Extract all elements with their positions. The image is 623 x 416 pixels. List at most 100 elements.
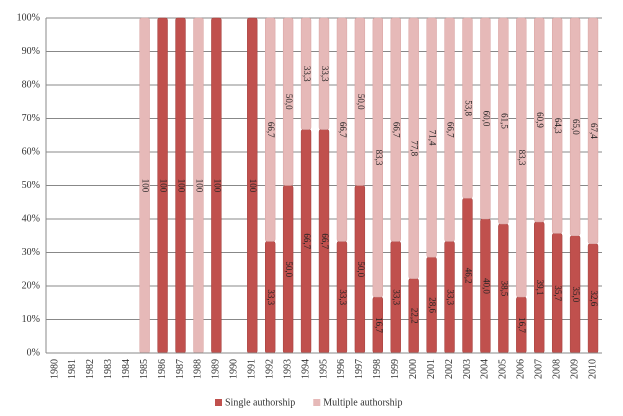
y-tick-label: 30% <box>22 247 40 258</box>
bar-segment <box>534 17 545 223</box>
x-tick-label: 1993 <box>282 359 293 379</box>
y-tick-label: 60% <box>22 146 40 157</box>
data-label: 100 <box>141 179 151 193</box>
data-label: 83,3 <box>517 150 527 166</box>
data-label: 22,2 <box>410 308 420 324</box>
data-label: 83,3 <box>374 150 384 166</box>
bar-segment <box>462 17 473 199</box>
data-label: 32,6 <box>589 291 599 307</box>
x-tick-label: 1982 <box>85 359 96 379</box>
bar-segment <box>480 17 491 220</box>
y-tick-label: 70% <box>22 113 40 124</box>
x-tick-label: 1996 <box>336 359 347 379</box>
x-tick-label: 1986 <box>157 359 168 379</box>
y-tick-label: 50% <box>22 180 40 191</box>
x-tick-label: 2002 <box>444 359 455 379</box>
x-tick-label: 2004 <box>480 359 491 379</box>
x-tick-label: 2006 <box>516 359 527 379</box>
data-label: 66,7 <box>320 233 330 249</box>
data-label: 60,9 <box>535 112 545 128</box>
x-tick-label: 1998 <box>372 359 383 379</box>
data-label: 64,3 <box>553 118 563 134</box>
bar-segment <box>444 17 455 242</box>
data-label: 38,5 <box>499 281 509 297</box>
bar-segment <box>336 17 348 242</box>
x-tick-label: 2001 <box>426 359 437 379</box>
bar-segment <box>318 17 330 130</box>
bar-segment <box>390 17 401 242</box>
x-tick-label: 1989 <box>211 359 222 379</box>
data-label: 35,7 <box>553 285 563 301</box>
data-label: 66,7 <box>392 122 402 138</box>
y-tick-label: 90% <box>22 46 40 57</box>
data-label: 35,0 <box>571 287 581 303</box>
data-label: 60,0 <box>481 111 491 127</box>
bar-segment <box>265 17 276 242</box>
data-label: 33,3 <box>320 66 330 82</box>
x-tick-label: 1980 <box>49 359 60 379</box>
x-tick-label: 2009 <box>569 359 580 379</box>
x-tick-label: 1981 <box>67 359 78 379</box>
x-tick-label: 2010 <box>587 359 598 379</box>
x-tick-label: 1992 <box>264 359 275 379</box>
x-tick-label: 1984 <box>121 359 132 379</box>
x-tick-label: 2005 <box>498 359 509 379</box>
bar-segment <box>587 17 599 245</box>
data-label: 66,7 <box>445 122 455 138</box>
data-label: 50,0 <box>356 261 366 277</box>
x-tick-label: 1988 <box>193 359 204 379</box>
y-tick-label: 40% <box>22 213 40 224</box>
data-label: 100 <box>159 179 169 193</box>
y-tick-label: 20% <box>22 280 40 291</box>
x-tick-label: 2000 <box>408 359 419 379</box>
data-label: 50,0 <box>284 94 294 110</box>
data-label: 46,2 <box>463 268 473 284</box>
x-tick-label: 1990 <box>229 359 240 379</box>
data-label: 33,3 <box>266 289 276 305</box>
x-tick-label: 1987 <box>175 359 186 379</box>
bar-segment <box>426 17 437 258</box>
data-label: 39,1 <box>535 280 545 296</box>
data-label: 40,0 <box>481 278 491 294</box>
x-tick-label: 1997 <box>354 359 365 379</box>
x-tick-label: 1994 <box>300 359 311 379</box>
data-label: 50,0 <box>356 94 366 110</box>
bar-segment <box>300 17 312 130</box>
data-label: 71,4 <box>428 130 438 146</box>
y-tick-label: 0% <box>27 347 40 358</box>
x-tick-label: 1983 <box>103 359 114 379</box>
bar-segment <box>372 17 383 298</box>
data-label: 16,7 <box>517 317 527 333</box>
data-label: 66,7 <box>266 122 276 138</box>
data-label: 67,4 <box>589 123 599 139</box>
data-label: 100 <box>212 179 222 193</box>
x-tick-label: 1985 <box>139 359 150 379</box>
x-tick-label: 1999 <box>390 359 401 379</box>
bar-segment <box>551 17 563 234</box>
data-label: 33,3 <box>302 66 312 82</box>
bar-segment <box>498 17 509 225</box>
data-label: 77,8 <box>410 140 420 156</box>
legend-swatch <box>215 399 222 406</box>
data-label: 33,3 <box>392 289 402 305</box>
bar-segment <box>282 17 294 186</box>
data-label: 28,6 <box>428 297 438 313</box>
data-label: 66,7 <box>338 122 348 138</box>
data-label: 65,0 <box>571 119 581 135</box>
legend-label: Single authorship <box>225 397 295 408</box>
data-label: 16,7 <box>374 317 384 333</box>
x-tick-label: 2008 <box>551 359 562 379</box>
data-label: 33,3 <box>445 289 455 305</box>
y-tick-label: 80% <box>22 79 40 90</box>
y-tick-label: 100% <box>17 12 40 23</box>
bar-segment <box>408 17 419 279</box>
data-label: 61,5 <box>499 113 509 129</box>
bar-segment <box>569 17 581 236</box>
x-tick-label: 1991 <box>247 359 258 379</box>
data-label: 100 <box>248 179 258 193</box>
data-label: 53,8 <box>463 100 473 116</box>
x-tick-label: 1995 <box>318 359 329 379</box>
data-label: 100 <box>176 179 186 193</box>
